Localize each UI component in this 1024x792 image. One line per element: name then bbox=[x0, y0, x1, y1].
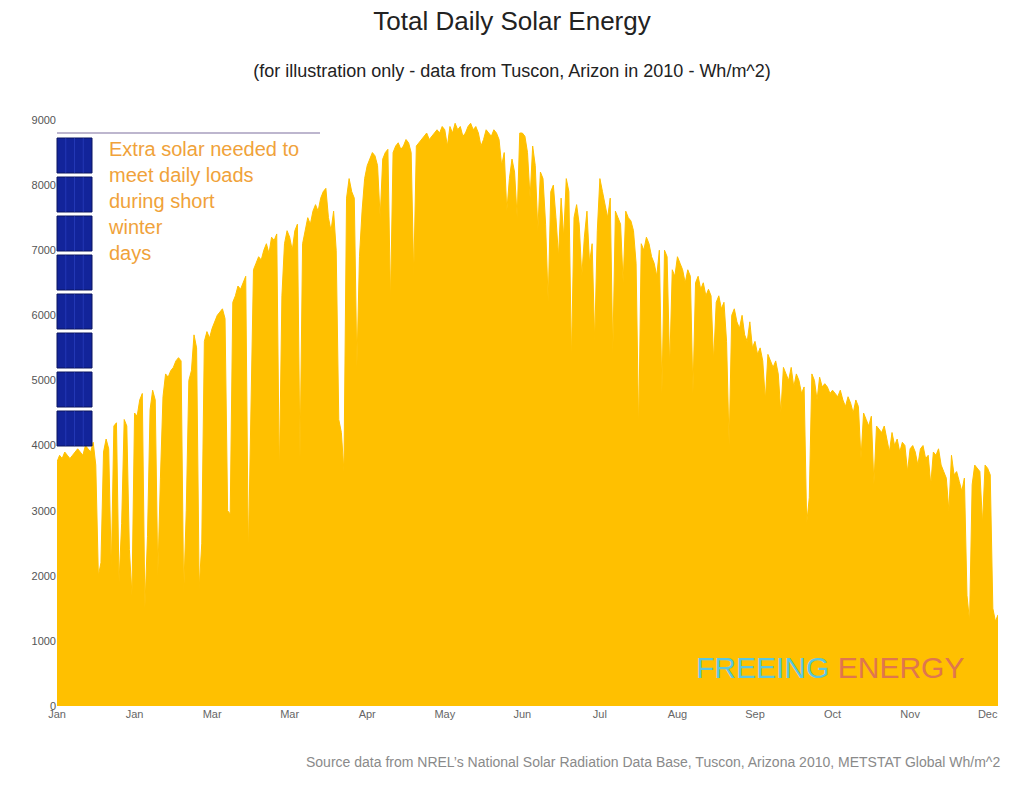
svg-text:5000: 5000 bbox=[32, 374, 56, 386]
svg-text:FREEING ENERGY: FREEING ENERGY bbox=[696, 651, 964, 684]
svg-text:Mar: Mar bbox=[203, 708, 222, 720]
svg-text:Aug: Aug bbox=[668, 708, 688, 720]
svg-text:Apr: Apr bbox=[359, 708, 376, 720]
svg-text:(for illustration only - data: (for illustration only - data from Tusco… bbox=[253, 61, 771, 81]
svg-text:9000: 9000 bbox=[32, 114, 56, 126]
svg-text:Jun: Jun bbox=[513, 708, 531, 720]
svg-text:Dec: Dec bbox=[978, 708, 998, 720]
svg-text:4000: 4000 bbox=[32, 439, 56, 451]
svg-text:3000: 3000 bbox=[32, 505, 56, 517]
svg-text:Source data from NREL’s Nation: Source data from NREL’s National Solar R… bbox=[306, 754, 1000, 770]
svg-text:2000: 2000 bbox=[32, 570, 56, 582]
svg-text:Extra solar needed tomeet dail: Extra solar needed tomeet daily loadsdur… bbox=[108, 138, 299, 264]
svg-text:Oct: Oct bbox=[824, 708, 841, 720]
svg-text:May: May bbox=[434, 708, 455, 720]
svg-text:1000: 1000 bbox=[32, 635, 56, 647]
svg-text:8000: 8000 bbox=[32, 179, 56, 191]
svg-text:Jul: Jul bbox=[593, 708, 607, 720]
svg-text:Jan: Jan bbox=[126, 708, 144, 720]
svg-text:Jan: Jan bbox=[48, 708, 66, 720]
svg-text:Nov: Nov bbox=[900, 708, 920, 720]
svg-text:6000: 6000 bbox=[32, 309, 56, 321]
svg-text:0: 0 bbox=[50, 700, 56, 712]
svg-text:Mar: Mar bbox=[280, 708, 299, 720]
svg-text:Sep: Sep bbox=[745, 708, 765, 720]
svg-text:7000: 7000 bbox=[32, 244, 56, 256]
svg-text:Total Daily Solar Energy: Total Daily Solar Energy bbox=[373, 6, 650, 36]
